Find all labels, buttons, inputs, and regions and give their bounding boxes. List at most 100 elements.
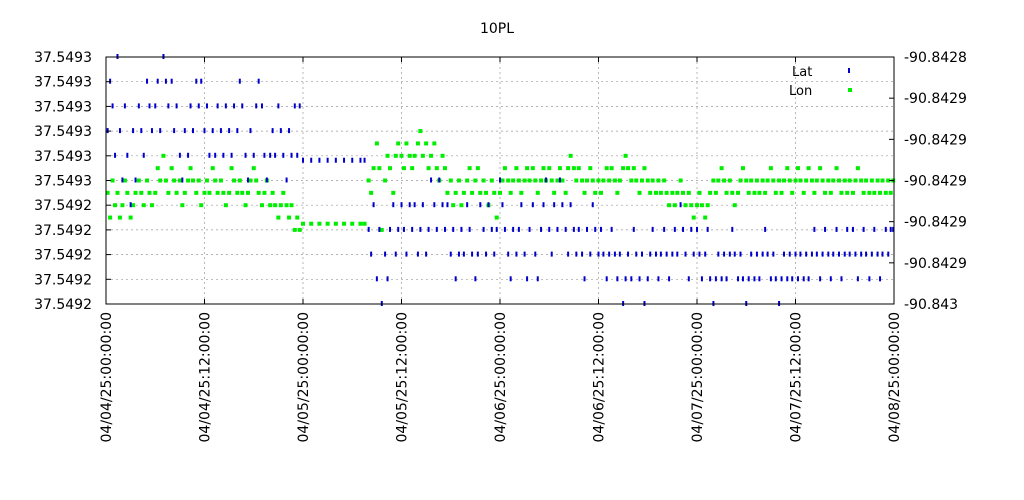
lon-point — [736, 190, 741, 195]
lat-point — [544, 177, 547, 183]
lat-point — [111, 103, 114, 109]
x-tick-label: 04/04/25:12:00:00 — [198, 312, 214, 442]
lon-point — [675, 190, 680, 195]
lon-point — [580, 178, 585, 183]
lat-point — [723, 251, 726, 257]
lon-point — [475, 166, 480, 171]
lon-point — [699, 203, 704, 208]
lat-point — [764, 226, 767, 232]
lat-point — [471, 251, 474, 257]
lat-point — [799, 251, 802, 257]
lon-point — [401, 166, 406, 171]
lon-point — [842, 178, 847, 183]
lat-point — [421, 202, 424, 208]
lon-point — [522, 178, 527, 183]
lat-point — [493, 251, 496, 257]
lat-point — [178, 152, 181, 158]
lat-point — [490, 226, 493, 232]
lat-point — [224, 103, 227, 109]
lat-point — [720, 276, 723, 282]
lon-point — [440, 153, 445, 158]
lat-point — [435, 226, 438, 232]
lat-point — [211, 128, 214, 134]
lon-point — [149, 203, 154, 208]
y-right-tick-label: -90.8429 — [904, 91, 967, 107]
lon-point — [845, 190, 850, 195]
lon-point — [711, 178, 716, 183]
lat-point — [241, 103, 244, 109]
lon-point — [593, 190, 598, 195]
lat-point — [624, 276, 627, 282]
lat-point — [591, 202, 594, 208]
lon-point — [689, 203, 694, 208]
lat-point — [627, 251, 630, 257]
lon-point — [727, 178, 732, 183]
lat-point — [528, 226, 531, 232]
lon-point — [161, 153, 166, 158]
lon-point — [506, 178, 511, 183]
lon-point — [757, 190, 762, 195]
lon-point — [429, 153, 434, 158]
lon-point — [122, 178, 127, 183]
lon-point — [514, 166, 519, 171]
lat-point — [572, 226, 575, 232]
lon-point — [568, 153, 573, 158]
lon-point — [374, 141, 379, 146]
lat-point — [265, 177, 268, 183]
y-right-tick-label: -90.8429 — [904, 256, 967, 272]
lon-point — [527, 178, 532, 183]
y-left-tick-label: 37.5493 — [34, 99, 92, 115]
lon-point — [801, 190, 806, 195]
lon-point — [552, 190, 557, 195]
lat-point — [282, 152, 285, 158]
lon-point — [886, 178, 891, 183]
lat-point — [137, 103, 140, 109]
lon-point — [691, 215, 696, 220]
lat-point — [807, 276, 810, 282]
lat-point — [564, 226, 567, 232]
lat-point — [583, 276, 586, 282]
lat-point — [835, 226, 838, 232]
lon-point — [362, 221, 367, 226]
y-left-tick-label: 37.5493 — [34, 149, 92, 165]
lon-point — [147, 190, 152, 195]
lon-point — [502, 166, 507, 171]
lon-point — [806, 166, 811, 171]
lat-point — [216, 103, 219, 109]
lon-point — [461, 190, 466, 195]
lon-point — [664, 190, 669, 195]
lon-point — [626, 166, 631, 171]
lat-point — [692, 251, 695, 257]
lon-point — [716, 178, 721, 183]
lon-point — [823, 190, 828, 195]
lon-point — [855, 166, 860, 171]
lat-point — [288, 128, 291, 134]
lat-point — [558, 177, 561, 183]
lon-point — [779, 190, 784, 195]
lat-point — [474, 276, 477, 282]
lon-point — [516, 178, 521, 183]
lat-point — [343, 157, 346, 163]
lon-point — [445, 190, 450, 195]
lon-point — [215, 190, 220, 195]
lon-point — [125, 190, 130, 195]
lat-point — [810, 251, 813, 257]
lon-point — [478, 190, 483, 195]
lon-point — [533, 178, 538, 183]
lon-point — [379, 227, 384, 232]
lat-point — [731, 226, 734, 232]
lon-point — [235, 190, 240, 195]
lat-point — [142, 152, 145, 158]
lat-point — [567, 251, 570, 257]
lat-point — [575, 251, 578, 257]
lon-point — [276, 215, 281, 220]
lon-point — [738, 178, 743, 183]
lat-point — [887, 251, 890, 257]
lat-point — [605, 276, 608, 282]
lon-point — [598, 190, 603, 195]
lon-point — [481, 178, 486, 183]
lat-point — [405, 251, 408, 257]
lon-point — [853, 178, 858, 183]
lat-point — [671, 251, 674, 257]
